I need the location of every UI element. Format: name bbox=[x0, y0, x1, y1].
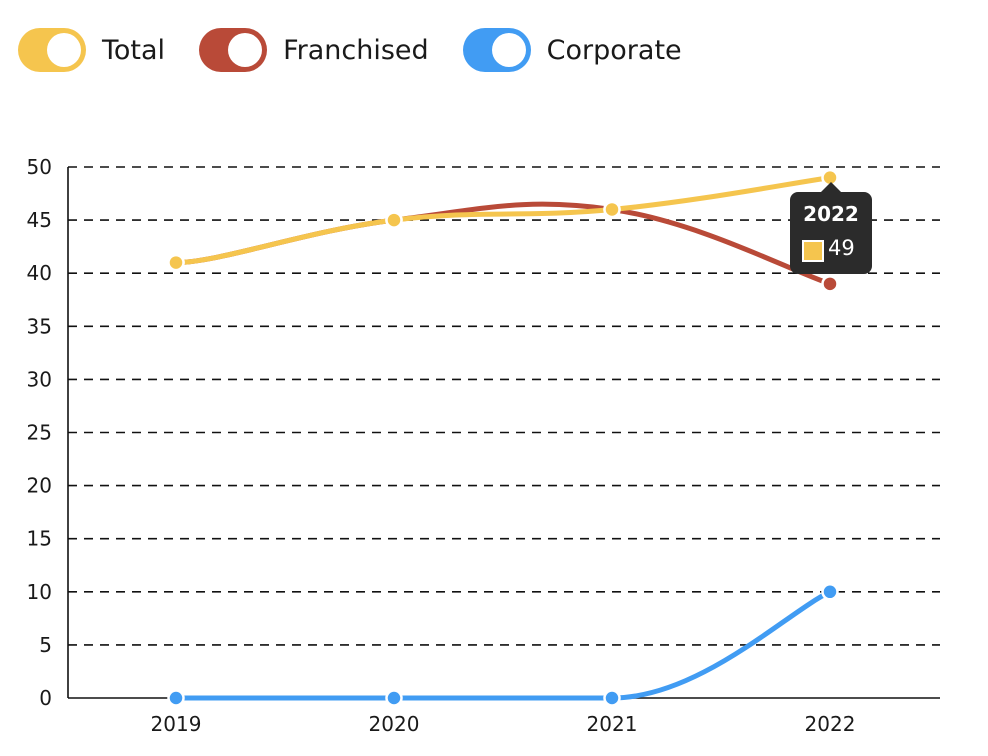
franchised-toggle[interactable] bbox=[199, 28, 268, 72]
data-point-corporate bbox=[821, 583, 839, 601]
legend-label-franchised: Franchised bbox=[283, 34, 429, 66]
y-tick-label: 45 bbox=[27, 208, 52, 232]
toggle-knob bbox=[47, 33, 81, 67]
legend-item-corporate[interactable]: Corporate bbox=[462, 28, 682, 72]
data-point-corporate bbox=[385, 689, 403, 707]
tooltip-value: 49 bbox=[828, 236, 855, 260]
total-toggle[interactable] bbox=[18, 28, 86, 72]
x-tick-label: 2019 bbox=[151, 712, 202, 736]
x-tick-label: 2021 bbox=[587, 712, 638, 736]
data-point-total bbox=[603, 200, 621, 219]
y-tick-label: 15 bbox=[27, 527, 52, 551]
y-tick-label: 0 bbox=[39, 686, 52, 710]
y-tick-label: 40 bbox=[27, 261, 52, 285]
data-point-corporate bbox=[167, 689, 185, 707]
x-tick-label: 2022 bbox=[805, 712, 856, 736]
y-tick-label: 50 bbox=[27, 155, 52, 179]
y-tick-label: 20 bbox=[27, 474, 52, 498]
y-tick-label: 10 bbox=[27, 580, 52, 604]
tooltip-swatch bbox=[802, 240, 824, 262]
corporate-toggle[interactable] bbox=[462, 28, 531, 72]
data-point-total bbox=[167, 253, 185, 272]
legend-item-franchised[interactable]: Franchised bbox=[199, 28, 429, 72]
tooltip: 2022 49 bbox=[790, 182, 872, 274]
x-tick-label: 2020 bbox=[369, 712, 420, 736]
toggle-knob bbox=[228, 33, 263, 67]
legend: Total Franchised Corporate bbox=[18, 26, 716, 74]
data-point-franchised bbox=[821, 275, 839, 293]
data-point-corporate bbox=[603, 689, 621, 707]
y-tick-label: 25 bbox=[27, 421, 52, 445]
data-point-total bbox=[385, 211, 403, 229]
legend-item-total[interactable]: Total bbox=[18, 28, 165, 72]
toggle-knob bbox=[491, 33, 526, 67]
legend-label-total: Total bbox=[102, 34, 166, 66]
legend-label-corporate: Corporate bbox=[546, 34, 682, 66]
y-tick-label: 5 bbox=[39, 633, 52, 657]
series-line-total bbox=[173, 175, 833, 266]
y-tick-label: 30 bbox=[27, 367, 52, 391]
tooltip-title: 2022 bbox=[803, 202, 859, 226]
series-line-corporate bbox=[173, 589, 833, 701]
y-tick-label: 35 bbox=[27, 314, 52, 338]
